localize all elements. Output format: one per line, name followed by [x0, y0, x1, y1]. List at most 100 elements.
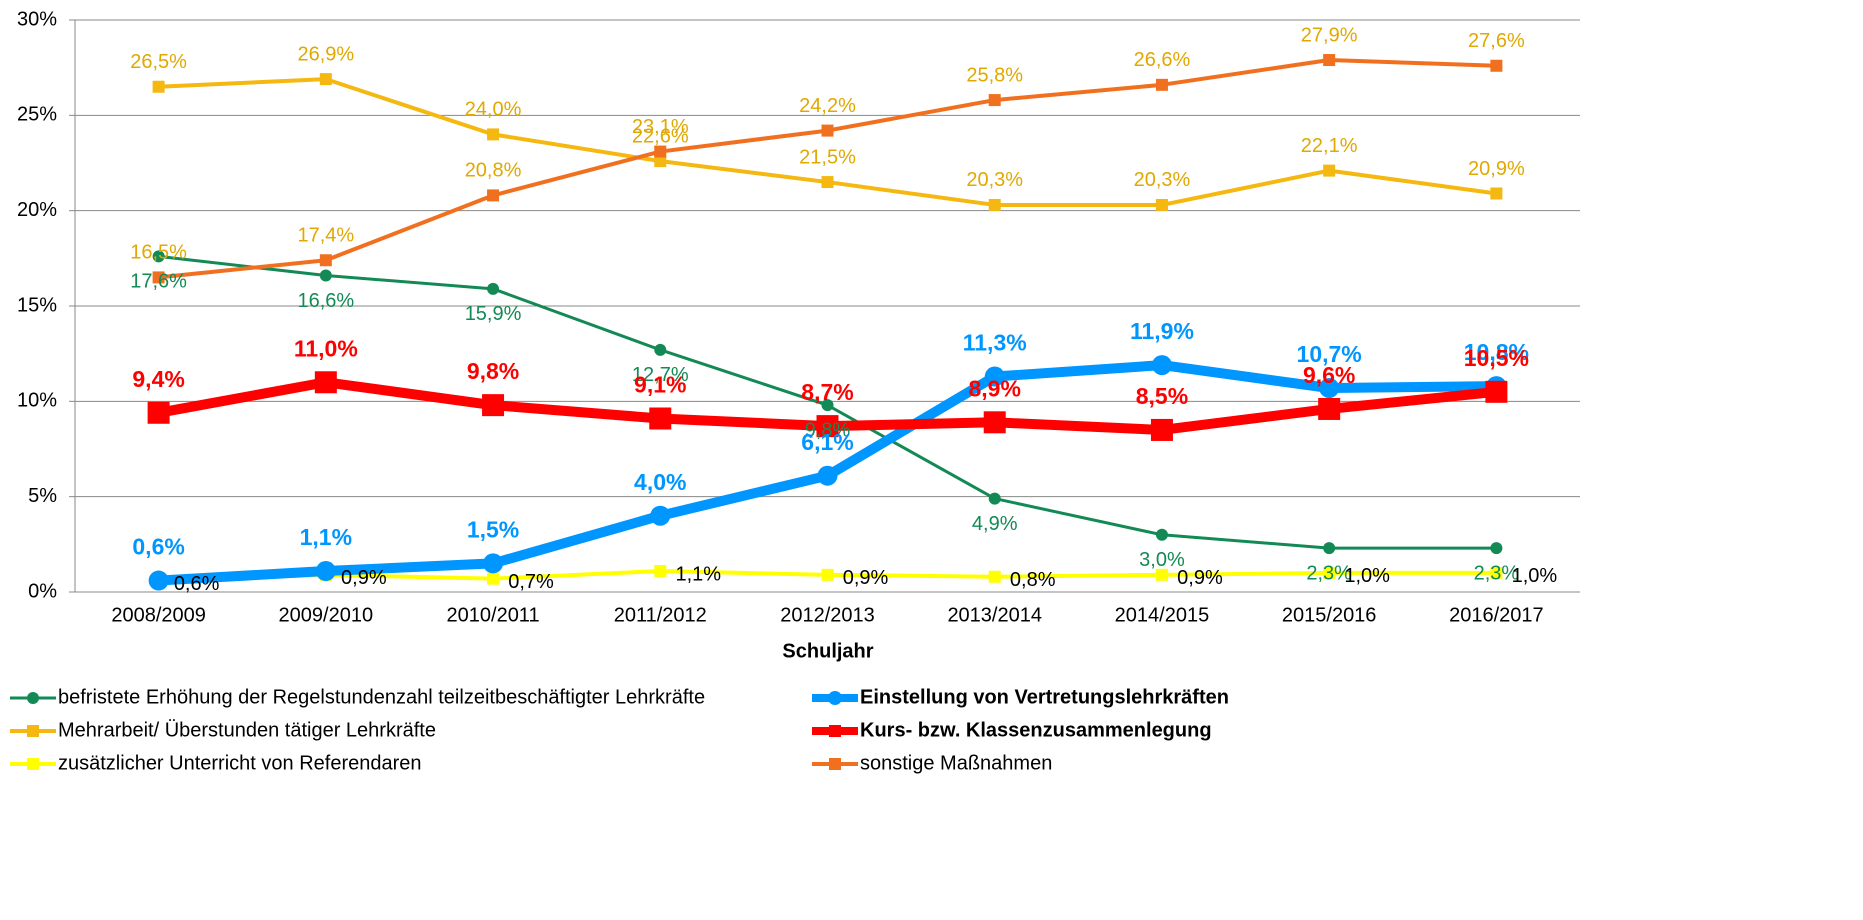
value-label: 1,1% — [675, 563, 721, 585]
point — [988, 198, 1001, 211]
point — [1318, 397, 1341, 420]
value-label: 9,1% — [634, 372, 686, 398]
value-label: 10,5% — [1464, 345, 1529, 371]
point — [654, 145, 667, 158]
value-label: 4,9% — [972, 513, 1018, 535]
point — [1155, 528, 1168, 541]
value-label: 24,2% — [799, 95, 856, 117]
value-label: 9,8% — [467, 358, 519, 384]
legend-label: Mehrarbeit/ Überstunden tätiger Lehrkräf… — [58, 719, 436, 741]
value-label: 9,6% — [1303, 362, 1355, 388]
value-label: 20,3% — [1134, 169, 1191, 191]
legend-marker — [829, 758, 841, 770]
value-label: 0,6% — [132, 534, 184, 560]
point — [482, 394, 505, 417]
value-label: 0,7% — [508, 571, 554, 593]
point — [1323, 566, 1336, 579]
y-tick-label: 10% — [17, 390, 57, 412]
value-label: 20,9% — [1468, 158, 1525, 180]
point — [821, 399, 834, 412]
value-label: 9,4% — [132, 366, 184, 392]
point — [319, 254, 332, 267]
value-label: 27,9% — [1301, 24, 1358, 46]
x-tick-label: 2015/2016 — [1282, 604, 1377, 626]
value-label: 4,0% — [634, 469, 686, 495]
x-tick-label: 2013/2014 — [947, 604, 1042, 626]
value-label: 11,9% — [1130, 318, 1194, 344]
value-label: 24,0% — [465, 99, 522, 121]
value-label: 6,1% — [801, 429, 853, 455]
value-label: 10,8% — [1464, 339, 1529, 365]
point — [1490, 187, 1503, 200]
value-label: 22,1% — [1301, 135, 1358, 157]
value-label: 1,0% — [1512, 565, 1558, 587]
point — [988, 570, 1001, 583]
value-label: 25,8% — [966, 64, 1023, 86]
point — [1490, 542, 1503, 555]
y-tick-label: 25% — [17, 104, 57, 126]
value-label: 1,0% — [1344, 565, 1390, 587]
point — [1150, 418, 1173, 441]
y-tick-label: 0% — [28, 580, 57, 602]
point — [650, 505, 671, 526]
value-label: 11,0% — [294, 335, 358, 361]
value-label: 0,9% — [341, 567, 387, 589]
x-axis-title: Schuljahr — [782, 640, 873, 662]
y-tick-label: 30% — [17, 8, 57, 30]
point — [988, 94, 1001, 107]
value-label: 20,8% — [465, 160, 522, 182]
value-label: 17,6% — [130, 271, 187, 293]
legend-label: sonstige Maßnahmen — [860, 752, 1052, 774]
value-label: 2,3% — [1306, 562, 1352, 584]
value-label: 1,1% — [300, 524, 352, 550]
legend-marker — [27, 758, 39, 770]
point — [654, 155, 667, 168]
series-line — [158, 58, 1497, 280]
point — [1323, 164, 1336, 177]
value-label: 26,9% — [297, 43, 354, 65]
point — [1490, 566, 1503, 579]
point — [654, 565, 667, 578]
point — [487, 189, 500, 202]
point — [817, 465, 838, 486]
point — [1323, 54, 1336, 67]
legend-marker — [27, 725, 39, 737]
point — [1151, 355, 1172, 376]
point — [319, 73, 332, 86]
point — [654, 343, 667, 356]
point — [1155, 78, 1168, 91]
point — [821, 176, 834, 189]
x-tick-label: 2008/2009 — [111, 604, 206, 626]
value-label: 3,0% — [1139, 549, 1185, 571]
value-label: 15,9% — [465, 303, 522, 325]
point — [147, 401, 170, 424]
point — [152, 250, 165, 263]
value-label: 23,1% — [632, 116, 689, 138]
x-tick-label: 2014/2015 — [1115, 604, 1210, 626]
x-tick-label: 2012/2013 — [780, 604, 875, 626]
legend-marker — [829, 725, 841, 737]
point — [1323, 542, 1336, 555]
point — [487, 128, 500, 141]
value-label: 16,6% — [297, 290, 354, 312]
legend-label: zusätzlicher Unterricht von Referendaren — [58, 752, 422, 774]
point — [983, 411, 1006, 434]
point — [319, 269, 332, 282]
point — [816, 415, 839, 438]
value-label: 0,8% — [1010, 569, 1056, 591]
point — [487, 572, 500, 585]
value-label: 9,8% — [805, 419, 851, 441]
value-label: 2,3% — [1474, 562, 1520, 584]
value-label: 11,3% — [963, 330, 1027, 356]
point — [487, 282, 500, 295]
legend-label: befristete Erhöhung der Regelstundenzahl… — [58, 686, 705, 708]
legend-marker — [27, 692, 39, 704]
point — [984, 366, 1005, 387]
y-tick-label: 20% — [17, 199, 57, 221]
x-tick-label: 2010/2011 — [447, 604, 540, 626]
point — [988, 492, 1001, 505]
x-tick-label: 2011/2012 — [614, 604, 707, 626]
value-label: 20,3% — [966, 169, 1023, 191]
point — [152, 80, 165, 93]
